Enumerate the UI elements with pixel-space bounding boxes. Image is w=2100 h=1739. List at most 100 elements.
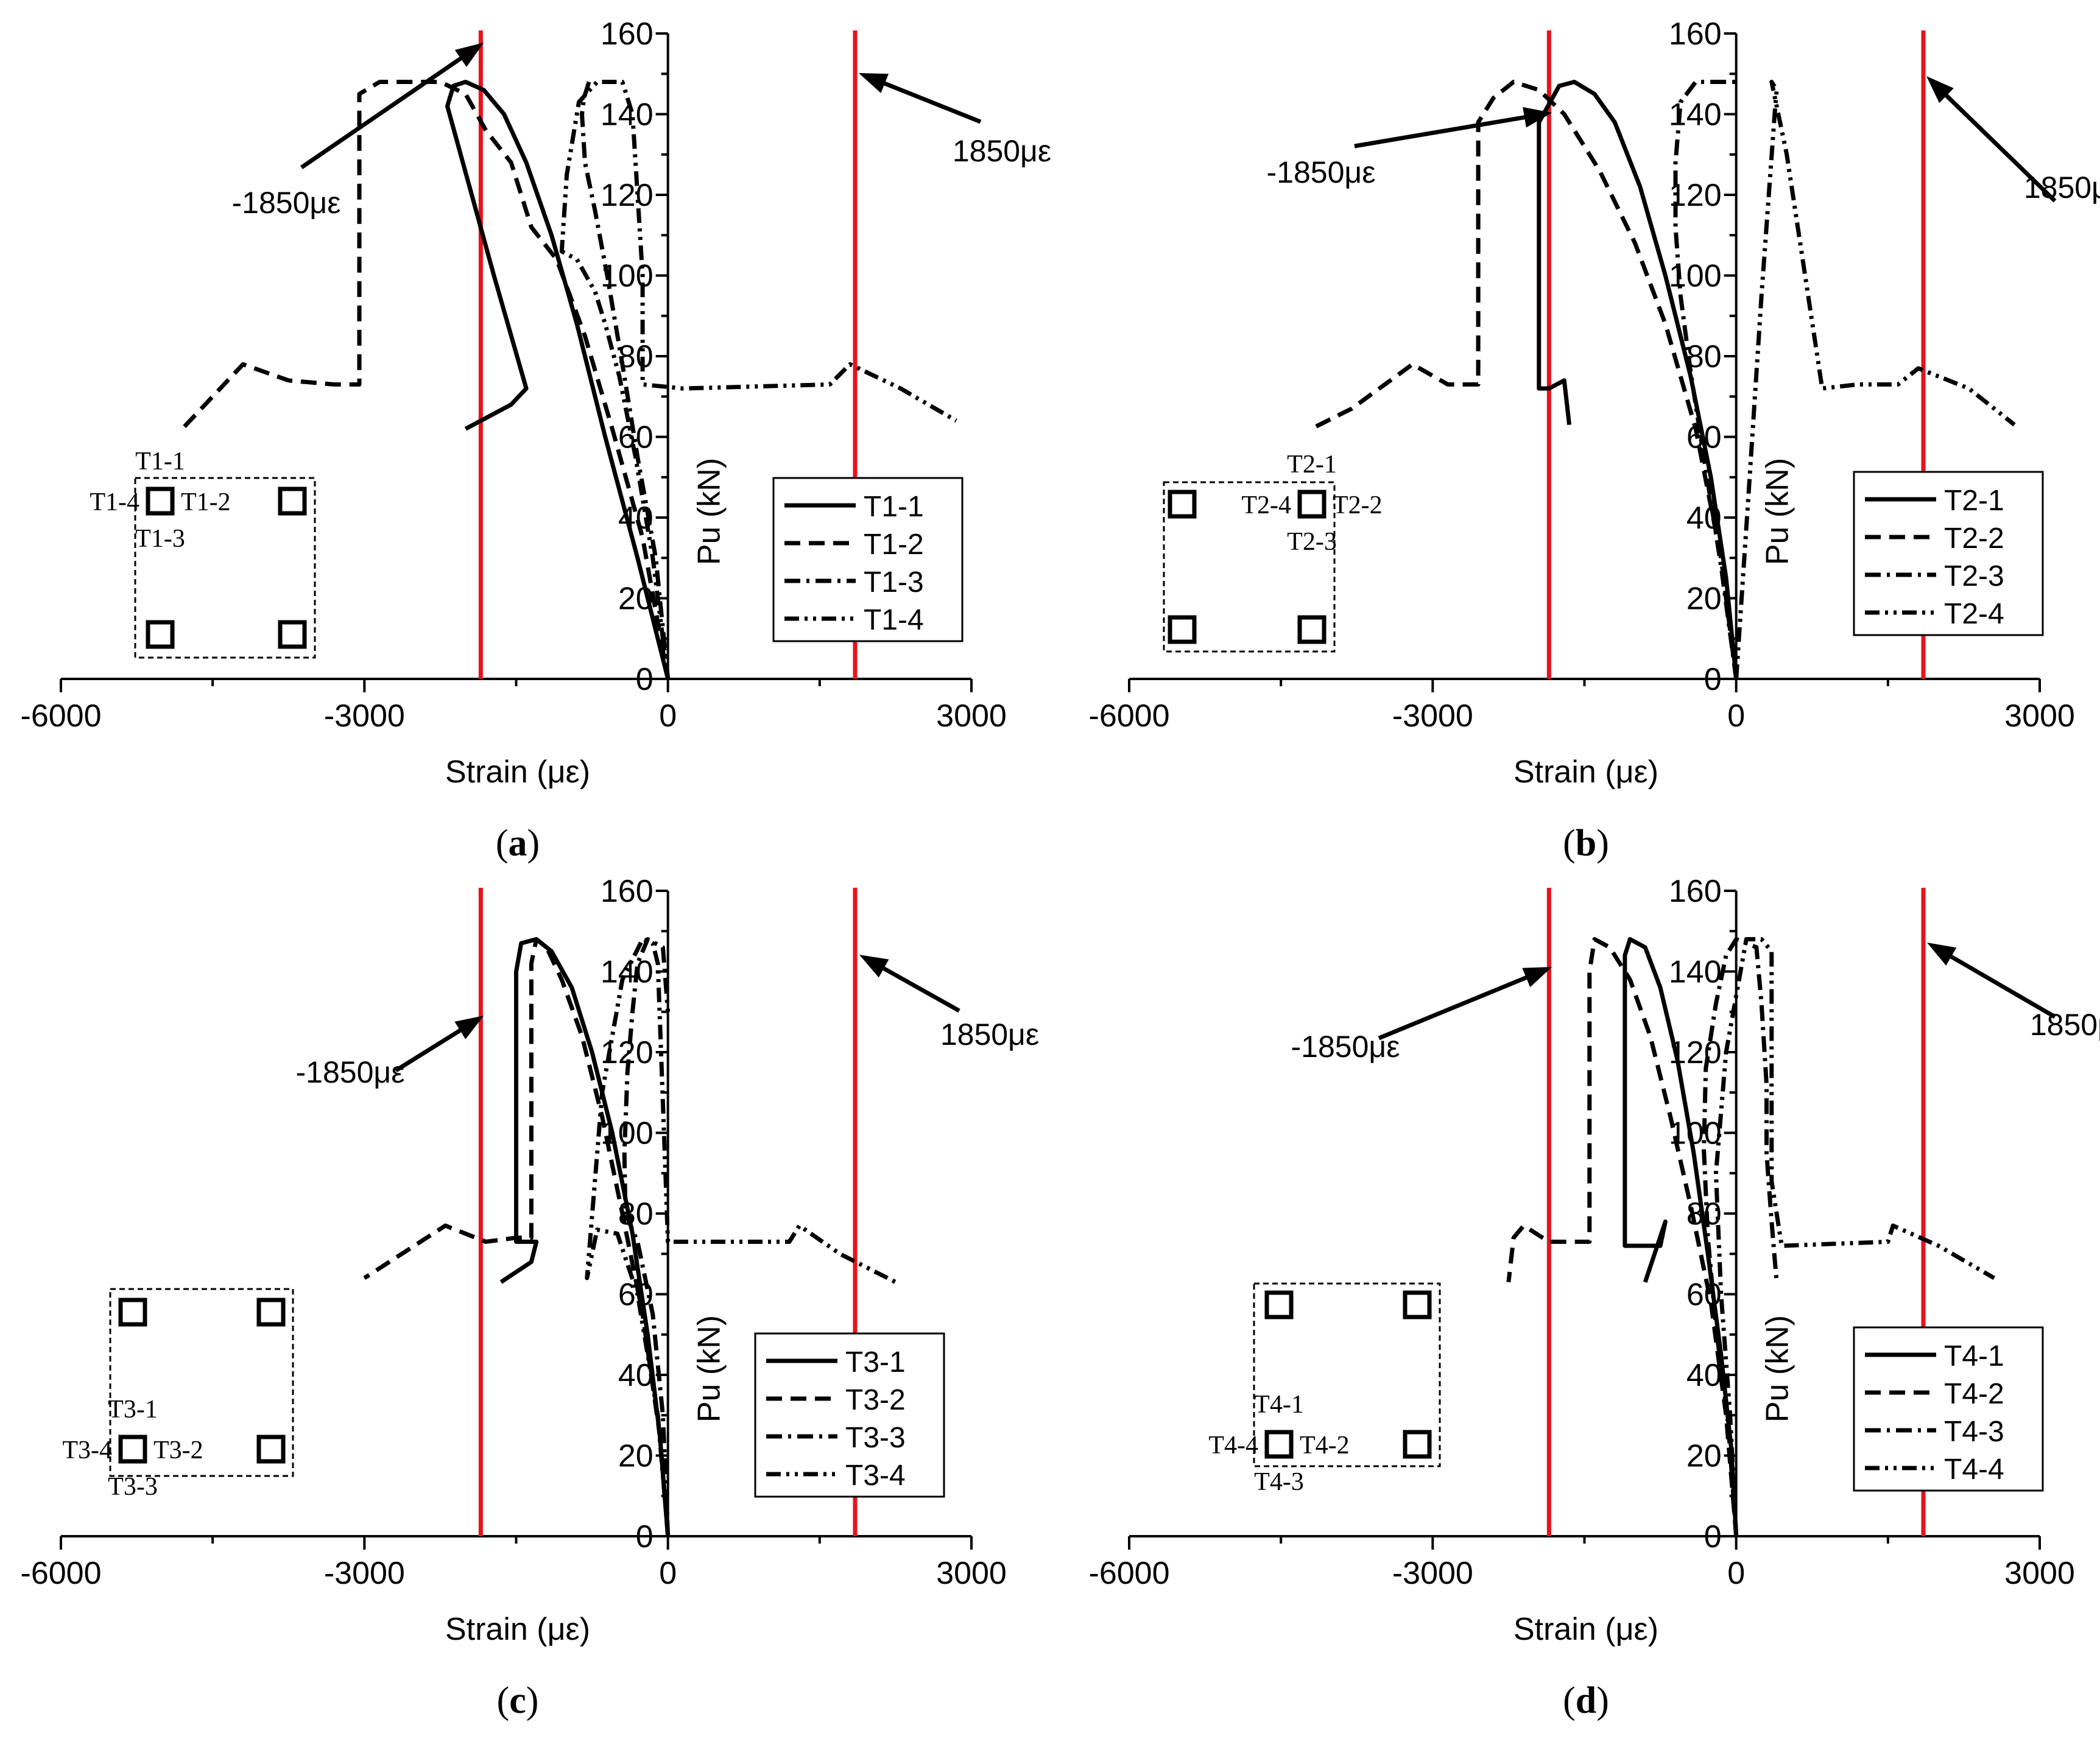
y-tick-label: 40 — [1686, 1358, 1722, 1393]
series-line-t3-2 — [363, 937, 671, 1537]
x-axis-title: Strain (με) — [1513, 754, 1658, 790]
gauge-label: T1-2 — [181, 488, 231, 516]
annotation-arrow-head — [859, 955, 889, 978]
gauge-label: T2-1 — [1287, 451, 1337, 479]
legend: T2-1 T2-2 T2-3 T2-4 — [1853, 471, 2044, 636]
series-line-t2-1 — [1537, 80, 1739, 680]
series-line-t4-2 — [1506, 937, 1739, 1537]
rebar-square — [146, 620, 175, 649]
gauge-label: T4-4 — [1208, 1432, 1258, 1460]
section-outline — [134, 477, 316, 659]
annotation-arrow-head — [454, 1016, 484, 1039]
legend-label: T3-4 — [845, 1460, 906, 1492]
rebar-square — [1264, 1290, 1294, 1319]
rebar-square — [146, 487, 175, 516]
rebar-square — [1264, 1430, 1294, 1459]
y-tick-label: 40 — [618, 1358, 654, 1393]
y-axis-title: Pu (kN) — [1760, 458, 1795, 565]
gauge-label: T3-3 — [108, 1473, 158, 1501]
annotation-arrow-line — [1354, 115, 1525, 149]
gauge-label: T3-2 — [153, 1436, 203, 1464]
legend-label: T2-2 — [1944, 522, 2004, 555]
annotation-arrow-head — [1523, 107, 1552, 128]
annotation-label-negative: -1850με — [1291, 1030, 1400, 1064]
gauge-label: T4-3 — [1254, 1468, 1304, 1496]
panel-caption-letter: c — [509, 1680, 526, 1721]
gauge-label: T1-3 — [135, 525, 185, 553]
y-tick-label: 160 — [601, 16, 654, 52]
y-axis-title: Pu (kN) — [692, 458, 727, 565]
y-tick-label: 160 — [1669, 874, 1722, 909]
rebar-square — [1403, 1430, 1432, 1459]
gauge-label: T4-1 — [1254, 1391, 1304, 1419]
series-line-t1-2 — [180, 80, 671, 680]
panel-caption: (a) — [496, 823, 540, 864]
gauge-label: T2-4 — [1241, 491, 1291, 519]
legend-label: T1-2 — [864, 529, 924, 561]
legend-label: T1-3 — [864, 566, 924, 599]
series-line-t3-3 — [622, 937, 671, 1537]
annotation-label-positive: 1850με — [940, 1017, 1039, 1052]
rebar-square — [1168, 490, 1197, 519]
y-tick-label: 0 — [636, 1519, 654, 1555]
annotation-label-positive: 1850με — [2024, 170, 2100, 205]
annotation-label-negative: -1850με — [232, 186, 341, 220]
legend-label: T3-3 — [845, 1422, 906, 1454]
series-line-t1-3 — [580, 81, 671, 680]
legend: T1-1 T1-2 T1-3 T1-4 — [772, 477, 964, 642]
annotation-arrow-line — [395, 1028, 462, 1072]
x-tick-label: 3000 — [936, 1556, 1007, 1591]
legend-label: T2-1 — [1944, 485, 2004, 517]
panel-caption: (c) — [497, 1680, 539, 1721]
section-outline — [1253, 1282, 1441, 1467]
annotation-arrow-line — [300, 57, 462, 169]
annotation-arrow-line — [883, 966, 960, 1013]
annotation-label-negative: -1850με — [1267, 155, 1376, 189]
x-tick-label: -6000 — [21, 1556, 102, 1591]
rebar-square — [118, 1435, 147, 1464]
x-tick-label: 0 — [659, 698, 677, 734]
rebar-square — [1297, 615, 1327, 644]
legend-label: T4-1 — [1944, 1340, 2004, 1372]
series-line-t2-4 — [1734, 80, 2016, 680]
annotation-arrow-line — [1945, 94, 2057, 203]
annotation-label-negative: -1850με — [296, 1055, 405, 1089]
cross-section-inset: T1-1 T1-2 T1-3 T1-4 — [90, 448, 316, 659]
legend-label: T3-2 — [845, 1384, 906, 1416]
x-tick-label: 0 — [659, 1556, 677, 1591]
section-outline — [109, 1288, 294, 1477]
y-tick-label: 140 — [601, 955, 654, 990]
cross-section-inset: T2-1 T2-2 T2-3 T2-4 — [1163, 451, 1383, 653]
annotation-arrow-head — [858, 73, 889, 93]
series-line-t4-3 — [1702, 937, 1779, 1537]
x-tick-label: -3000 — [1392, 1556, 1473, 1591]
y-tick-label: 20 — [1686, 1439, 1722, 1474]
annotation-arrow-head — [1522, 967, 1552, 988]
panel-caption-letter: d — [1576, 1680, 1596, 1721]
annotation-arrow-head — [1926, 943, 1957, 966]
rebar-square — [118, 1298, 147, 1327]
section-outline — [1163, 481, 1336, 653]
x-tick-label: -6000 — [1089, 698, 1170, 734]
rebar-square — [278, 620, 307, 649]
y-tick-label: 20 — [1686, 581, 1722, 617]
cross-section-inset: T3-1 T3-2 T3-3 T3-4 — [62, 1288, 294, 1501]
annotation-arrow-head — [454, 43, 484, 68]
x-tick-label: 0 — [1727, 1556, 1745, 1591]
y-tick-label: 160 — [1669, 16, 1722, 52]
rebar-square — [256, 1298, 286, 1327]
x-tick-label: -3000 — [1392, 698, 1473, 734]
y-tick-label: 0 — [1704, 1519, 1722, 1555]
gauge-label: T2-3 — [1287, 528, 1337, 556]
x-tick-label: 0 — [1727, 698, 1745, 734]
gauge-label: T4-2 — [1300, 1432, 1350, 1460]
x-tick-label: -3000 — [324, 698, 405, 734]
rebar-square — [278, 487, 307, 516]
annotation-arrow-head — [1926, 76, 1954, 104]
annotation-label-positive: 1850με — [953, 134, 1051, 168]
cross-section-inset: T4-1 T4-2 T4-3 T4-4 — [1208, 1282, 1441, 1496]
y-tick-label: 140 — [1669, 97, 1722, 133]
series-line-t1-1 — [445, 80, 671, 680]
y-tick-label: 140 — [1669, 955, 1722, 990]
